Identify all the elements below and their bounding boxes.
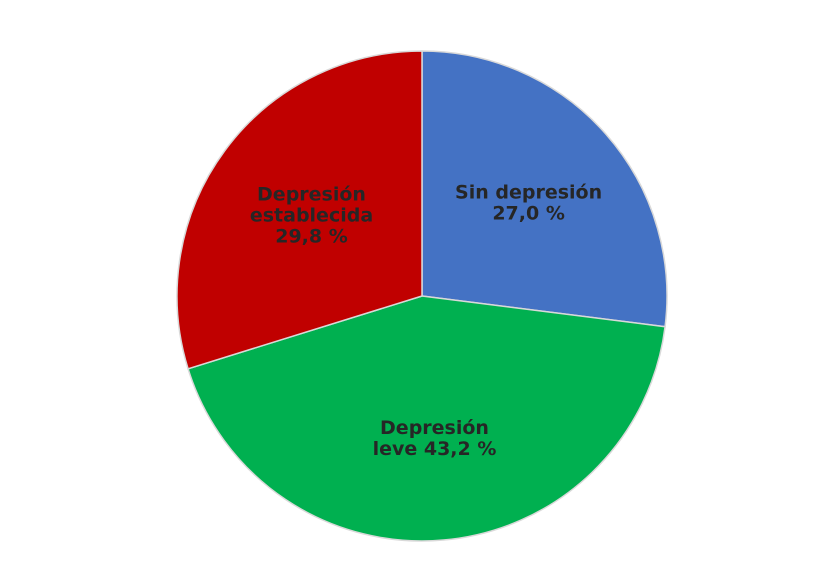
pie-label-line: Depresión (257, 184, 366, 206)
pie-label-line: Depresión (380, 417, 489, 439)
pie-label-line: 29,8 % (275, 226, 348, 248)
pie-label-line: Sin depresión (455, 182, 602, 204)
pie-label-depresion-leve: Depresión leve 43,2 % (373, 417, 497, 460)
pie-slice-depresion-establecida (176, 50, 423, 370)
pie-label-line: leve 43,2 % (373, 438, 497, 460)
pie-label-line: establecida (250, 205, 373, 227)
pie-slice-sin-depresion (421, 50, 668, 328)
pie-labels: Sin depresión 27,0 %Depresión leve 43,2 %D… (250, 182, 602, 461)
pie-label-line: 27,0 % (492, 203, 565, 225)
pie-slices (176, 50, 668, 542)
pie-slice-depresion-leve (187, 295, 666, 542)
pie-label-sin-depresion: Sin depresión 27,0 % (455, 182, 602, 225)
pie-label-depresion-establecida: Depresión establecida 29,8 % (250, 184, 373, 248)
